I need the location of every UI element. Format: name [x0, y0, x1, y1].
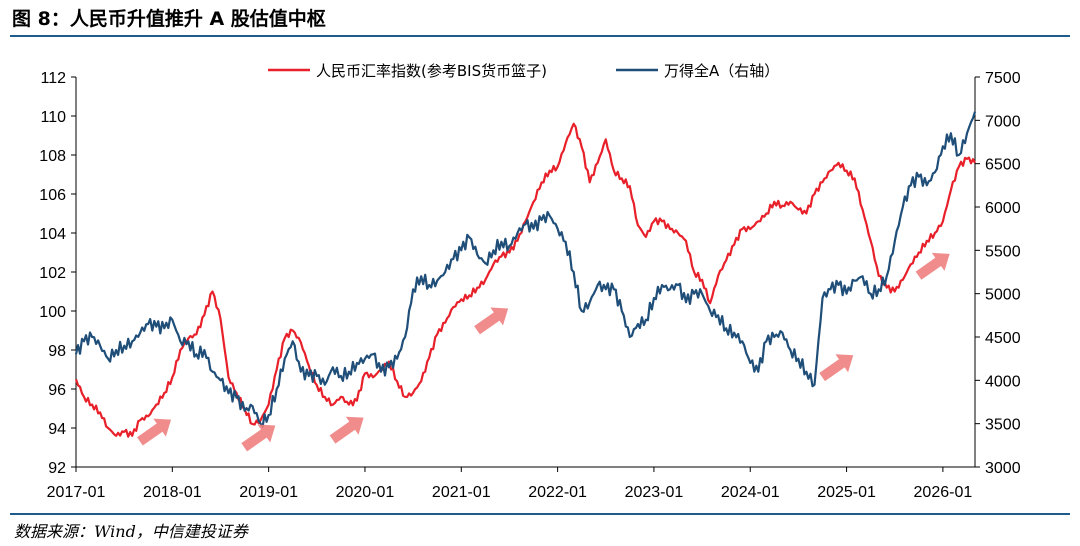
- y-left-tick-label: 110: [40, 109, 66, 126]
- y-left-tick-label: 104: [39, 226, 66, 243]
- y-left-tick-label: 92: [48, 460, 66, 477]
- trend-arrow-shape: [819, 354, 854, 382]
- top-divider: [10, 35, 1070, 37]
- x-tick-label: 2018-01: [143, 484, 202, 501]
- trend-arrow-shape: [241, 424, 276, 452]
- x-tick-label: 2023-01: [625, 484, 684, 501]
- y-left-tick-label: 96: [48, 382, 66, 399]
- series-line-0: [74, 122, 976, 438]
- y-left-tick-label: 106: [39, 187, 66, 204]
- y-left-tick-label: 112: [40, 70, 66, 87]
- trend-arrow-shape: [474, 307, 509, 335]
- y-left-tick-label: 108: [39, 148, 66, 165]
- trend-arrow-0: [137, 418, 172, 446]
- trend-arrow-2: [329, 416, 364, 444]
- source-note: 数据来源：Wind，中信建投证券: [14, 522, 248, 541]
- y-left-tick-label: 102: [39, 265, 66, 282]
- trend-arrow-shape: [915, 252, 950, 280]
- trend-arrow-4: [819, 354, 854, 382]
- x-tick-label: 2020-01: [336, 484, 395, 501]
- legend-label-0: 人民币汇率指数(参考BIS货币篮子): [316, 62, 547, 80]
- trend-arrow-shape: [137, 418, 172, 446]
- y-right-tick-label: 5000: [985, 287, 1021, 304]
- x-tick-label: 2017-01: [47, 484, 106, 501]
- x-tick-label: 2022-01: [528, 484, 587, 501]
- x-tick-label: 2021-01: [432, 484, 491, 501]
- bottom-divider: [10, 513, 1070, 515]
- x-tick-label: 2026-01: [914, 484, 973, 501]
- chart-legend: 人民币汇率指数(参考BIS货币篮子) 万得全A（右轴）: [268, 62, 779, 80]
- legend-label-1: 万得全A（右轴）: [664, 62, 779, 80]
- y-right-tick-label: 7000: [985, 113, 1021, 130]
- y-right-tick-label: 4500: [985, 330, 1021, 347]
- y-right-tick-label: 4000: [985, 373, 1021, 390]
- x-tick-label: 2024-01: [721, 484, 780, 501]
- y-right-tick-label: 6000: [985, 200, 1021, 217]
- x-tick-label: 2019-01: [239, 484, 298, 501]
- y-left-tick-label: 100: [39, 304, 66, 321]
- trend-arrow-5: [915, 252, 950, 280]
- x-tick-label: 2025-01: [817, 484, 876, 501]
- y-right-tick-label: 6500: [985, 157, 1021, 174]
- chart-series: [74, 111, 977, 438]
- chart-annotations: [137, 252, 950, 452]
- chart-title: 图 8：人民币升值推升 A 股估值中枢: [12, 8, 326, 30]
- y-left-tick-label: 94: [48, 421, 66, 438]
- trend-arrow-3: [474, 307, 509, 335]
- y-right-tick-label: 3000: [985, 460, 1021, 477]
- series-line-1: [74, 111, 977, 428]
- trend-arrow-shape: [329, 416, 364, 444]
- y-right-tick-label: 3500: [985, 417, 1021, 434]
- chart-axes: 92 94 96 98 100 102 104 106 108 110 112 3000 3500 400…: [39, 70, 1020, 501]
- trend-arrow-1: [241, 424, 276, 452]
- y-left-tick-label: 98: [48, 343, 66, 360]
- y-right-tick-label: 7500: [985, 70, 1021, 87]
- y-right-tick-label: 5500: [985, 243, 1021, 260]
